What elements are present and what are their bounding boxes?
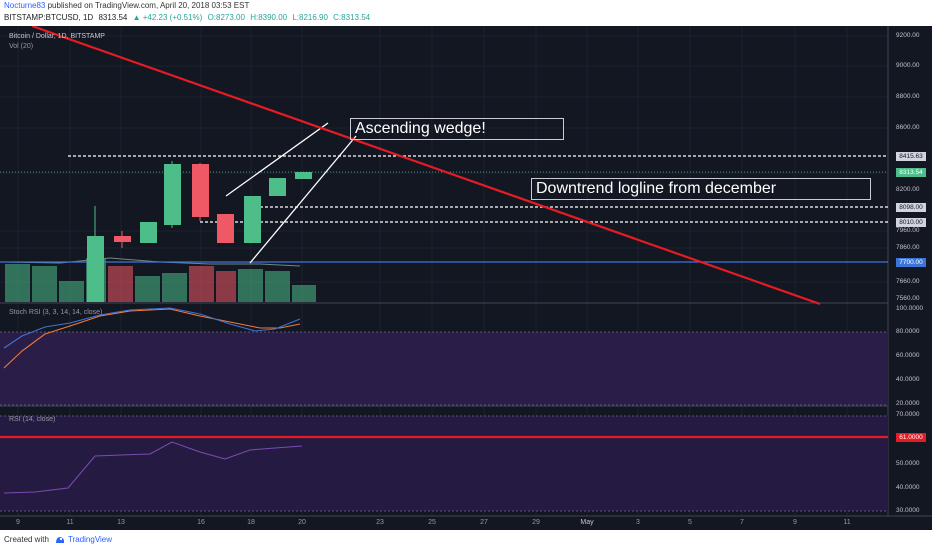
price-tick: 8600.00	[896, 124, 920, 131]
downtrend-annotation[interactable]: Downtrend logline from december	[531, 178, 871, 200]
stoch-tick: 100.0000	[896, 305, 924, 312]
support-price-tag: 7700.00	[896, 258, 926, 267]
rsi-tick: 70.0000	[896, 411, 920, 418]
candle-apr20	[295, 172, 312, 179]
candle-apr14	[140, 222, 157, 243]
candle-apr13	[114, 236, 131, 242]
last-price-tag: 8313.54	[896, 168, 926, 177]
level-8010-tag: 8010.00	[896, 218, 926, 227]
rsi-tick: 40.0000	[896, 484, 920, 491]
level-8098-tag: 8098.00	[896, 203, 926, 212]
time-tick: 16	[197, 519, 205, 526]
stoch-rsi-label: Stoch RSI (3, 3, 14, 14, close)	[9, 309, 103, 316]
wedge-lower-line	[249, 135, 357, 264]
time-tick: 9	[793, 519, 797, 526]
stoch-d-line	[3, 308, 301, 369]
stoch-tick: 20.0000	[896, 400, 920, 407]
candle-apr12	[87, 236, 104, 302]
tradingview-link[interactable]: TradingView	[68, 535, 113, 544]
rsi-line	[3, 441, 303, 494]
price-tick: 7860.00	[896, 244, 920, 251]
time-tick: 18	[247, 519, 255, 526]
rsi-label: RSI (14, close)	[9, 416, 56, 423]
price-tick: 7960.00	[896, 227, 920, 234]
price-tick: 7560.00	[896, 295, 920, 302]
time-tick: 23	[376, 519, 384, 526]
chart-canvas[interactable]	[0, 26, 932, 530]
symbol-label: BITSTAMP:BTCUSD, 1D	[4, 13, 94, 22]
candle-apr19	[269, 178, 286, 196]
candle-apr16	[192, 164, 209, 217]
time-tick-month: May	[580, 519, 594, 526]
time-tick: 29	[532, 519, 540, 526]
volume-bars	[5, 258, 316, 302]
created-with-label: Created with	[4, 535, 49, 544]
rsi-tick: 30.0000	[896, 507, 920, 514]
time-tick: 7	[740, 519, 744, 526]
candles	[87, 161, 312, 302]
time-tick: 20	[298, 519, 306, 526]
wedge-upper-line	[225, 122, 329, 197]
price-change: ▲ +42.23 (+0.51%)	[132, 13, 203, 22]
tradingview-logo-icon	[56, 537, 64, 543]
publish-header: Nocturne83 published on TradingView.com,…	[0, 0, 932, 26]
price-tick: 9200.00	[896, 32, 920, 39]
time-tick: 5	[688, 519, 692, 526]
resistance-price-tag: 8415.63	[896, 152, 926, 161]
candle-apr15	[164, 164, 181, 225]
published-text: published on TradingView.com, April 20, …	[47, 1, 250, 10]
rsi-level-tag: 61.0000	[896, 433, 926, 442]
time-tick: 27	[480, 519, 488, 526]
volume-label: Vol (20)	[9, 43, 34, 50]
author-link[interactable]: Nocturne83	[4, 1, 46, 10]
price-tick: 7660.00	[896, 278, 920, 285]
quote-line: BITSTAMP:BTCUSD, 1D 8313.54 ▲ +42.23 (+0…	[4, 13, 373, 22]
rsi-band	[0, 416, 888, 511]
rsi-tick: 50.0000	[896, 460, 920, 467]
time-tick: 3	[636, 519, 640, 526]
low-value: L:8216.90	[292, 13, 328, 22]
candle-apr18	[244, 196, 261, 243]
stoch-tick: 80.0000	[896, 328, 920, 335]
price-tick: 9000.00	[896, 62, 920, 69]
last-price: 8313.54	[98, 13, 128, 22]
ascending-wedge-annotation[interactable]: Ascending wedge!	[350, 118, 564, 140]
time-tick: 25	[428, 519, 436, 526]
stoch-band	[0, 332, 888, 405]
stoch-tick: 40.0000	[896, 376, 920, 383]
downtrend-line	[31, 26, 821, 306]
price-tick: 8800.00	[896, 93, 920, 100]
price-tick: 8200.00	[896, 186, 920, 193]
publish-line: Nocturne83 published on TradingView.com,…	[4, 1, 249, 10]
chart-title: Bitcoin / Dollar, 1D, BITSTAMP	[9, 33, 105, 40]
open-value: O:8273.00	[207, 13, 245, 22]
footer-bar: Created with TradingView	[0, 530, 932, 550]
candle-apr17	[217, 214, 234, 243]
time-tick: 11	[843, 519, 851, 526]
close-value: C:8313.54	[333, 13, 371, 22]
stoch-tick: 60.0000	[896, 352, 920, 359]
time-tick: 11	[66, 519, 74, 526]
stoch-k-line	[3, 307, 301, 349]
high-value: H:8390.00	[250, 13, 288, 22]
time-tick: 9	[16, 519, 20, 526]
time-tick: 13	[117, 519, 125, 526]
